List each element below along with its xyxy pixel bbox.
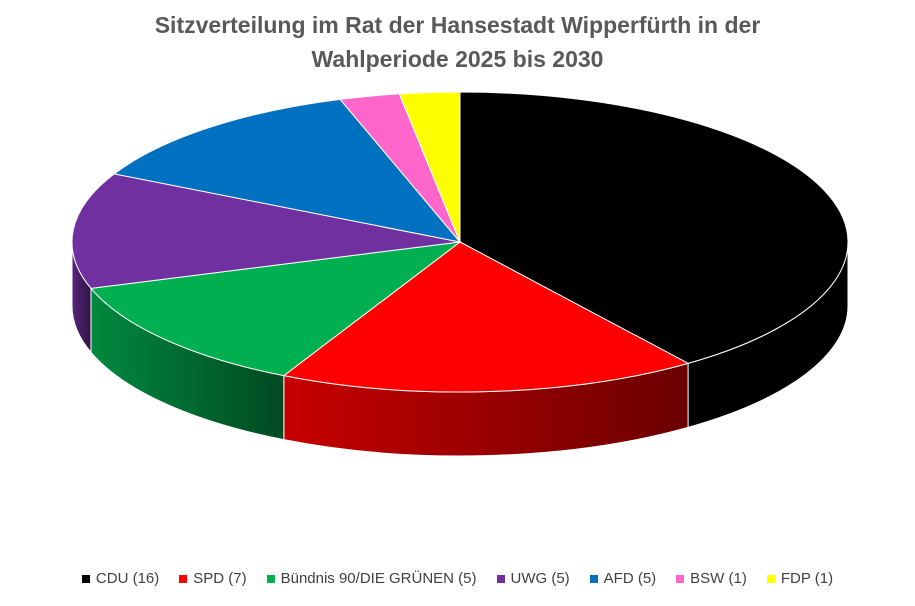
legend-swatch — [179, 574, 188, 583]
slice-spd-7 — [282, 241, 690, 393]
legend-label: FDP (1) — [780, 570, 834, 587]
legend-item-cdu-16: CDU (16) — [81, 570, 160, 587]
legend-item-b-ndnis-90-die-gr-nen-5: Bündnis 90/DIE GRÜNEN (5) — [266, 570, 477, 587]
legend-swatch — [81, 574, 90, 583]
slice-b-ndnis-90-die-gr-nen-5 — [90, 241, 462, 377]
legend-label: AFD (5) — [603, 570, 657, 587]
legend-item-bsw-1: BSW (1) — [676, 570, 747, 587]
slice-afd-5 — [113, 98, 462, 243]
legend-item-afd-5: AFD (5) — [589, 570, 657, 587]
legend-swatch — [676, 574, 685, 583]
legend-label: BSW (1) — [690, 570, 747, 587]
legend-swatch — [266, 574, 275, 583]
slice-fdp-1 — [398, 91, 461, 243]
slice-cdu-16 — [459, 91, 849, 364]
legend-swatch — [589, 574, 598, 583]
pie-tops — [71, 91, 849, 393]
legend-label: CDU (16) — [95, 570, 160, 587]
legend-label: Bündnis 90/DIE GRÜNEN (5) — [280, 570, 477, 587]
legend-swatch — [766, 574, 775, 583]
legend-item-spd-7: SPD (7) — [179, 570, 247, 587]
legend: CDU (16) SPD (7) Bündnis 90/DIE GRÜNEN (5)… — [0, 570, 915, 587]
legend-swatch — [496, 574, 505, 583]
legend-item-uwg-5: UWG (5) — [496, 570, 570, 587]
slice-uwg-5 — [71, 173, 461, 289]
legend-label: UWG (5) — [510, 570, 570, 587]
legend-label: SPD (7) — [193, 570, 247, 587]
legend-item-fdp-1: FDP (1) — [766, 570, 834, 587]
chart-title: Sitzverteilung im Rat der Hansestadt Wip… — [154, 12, 761, 72]
